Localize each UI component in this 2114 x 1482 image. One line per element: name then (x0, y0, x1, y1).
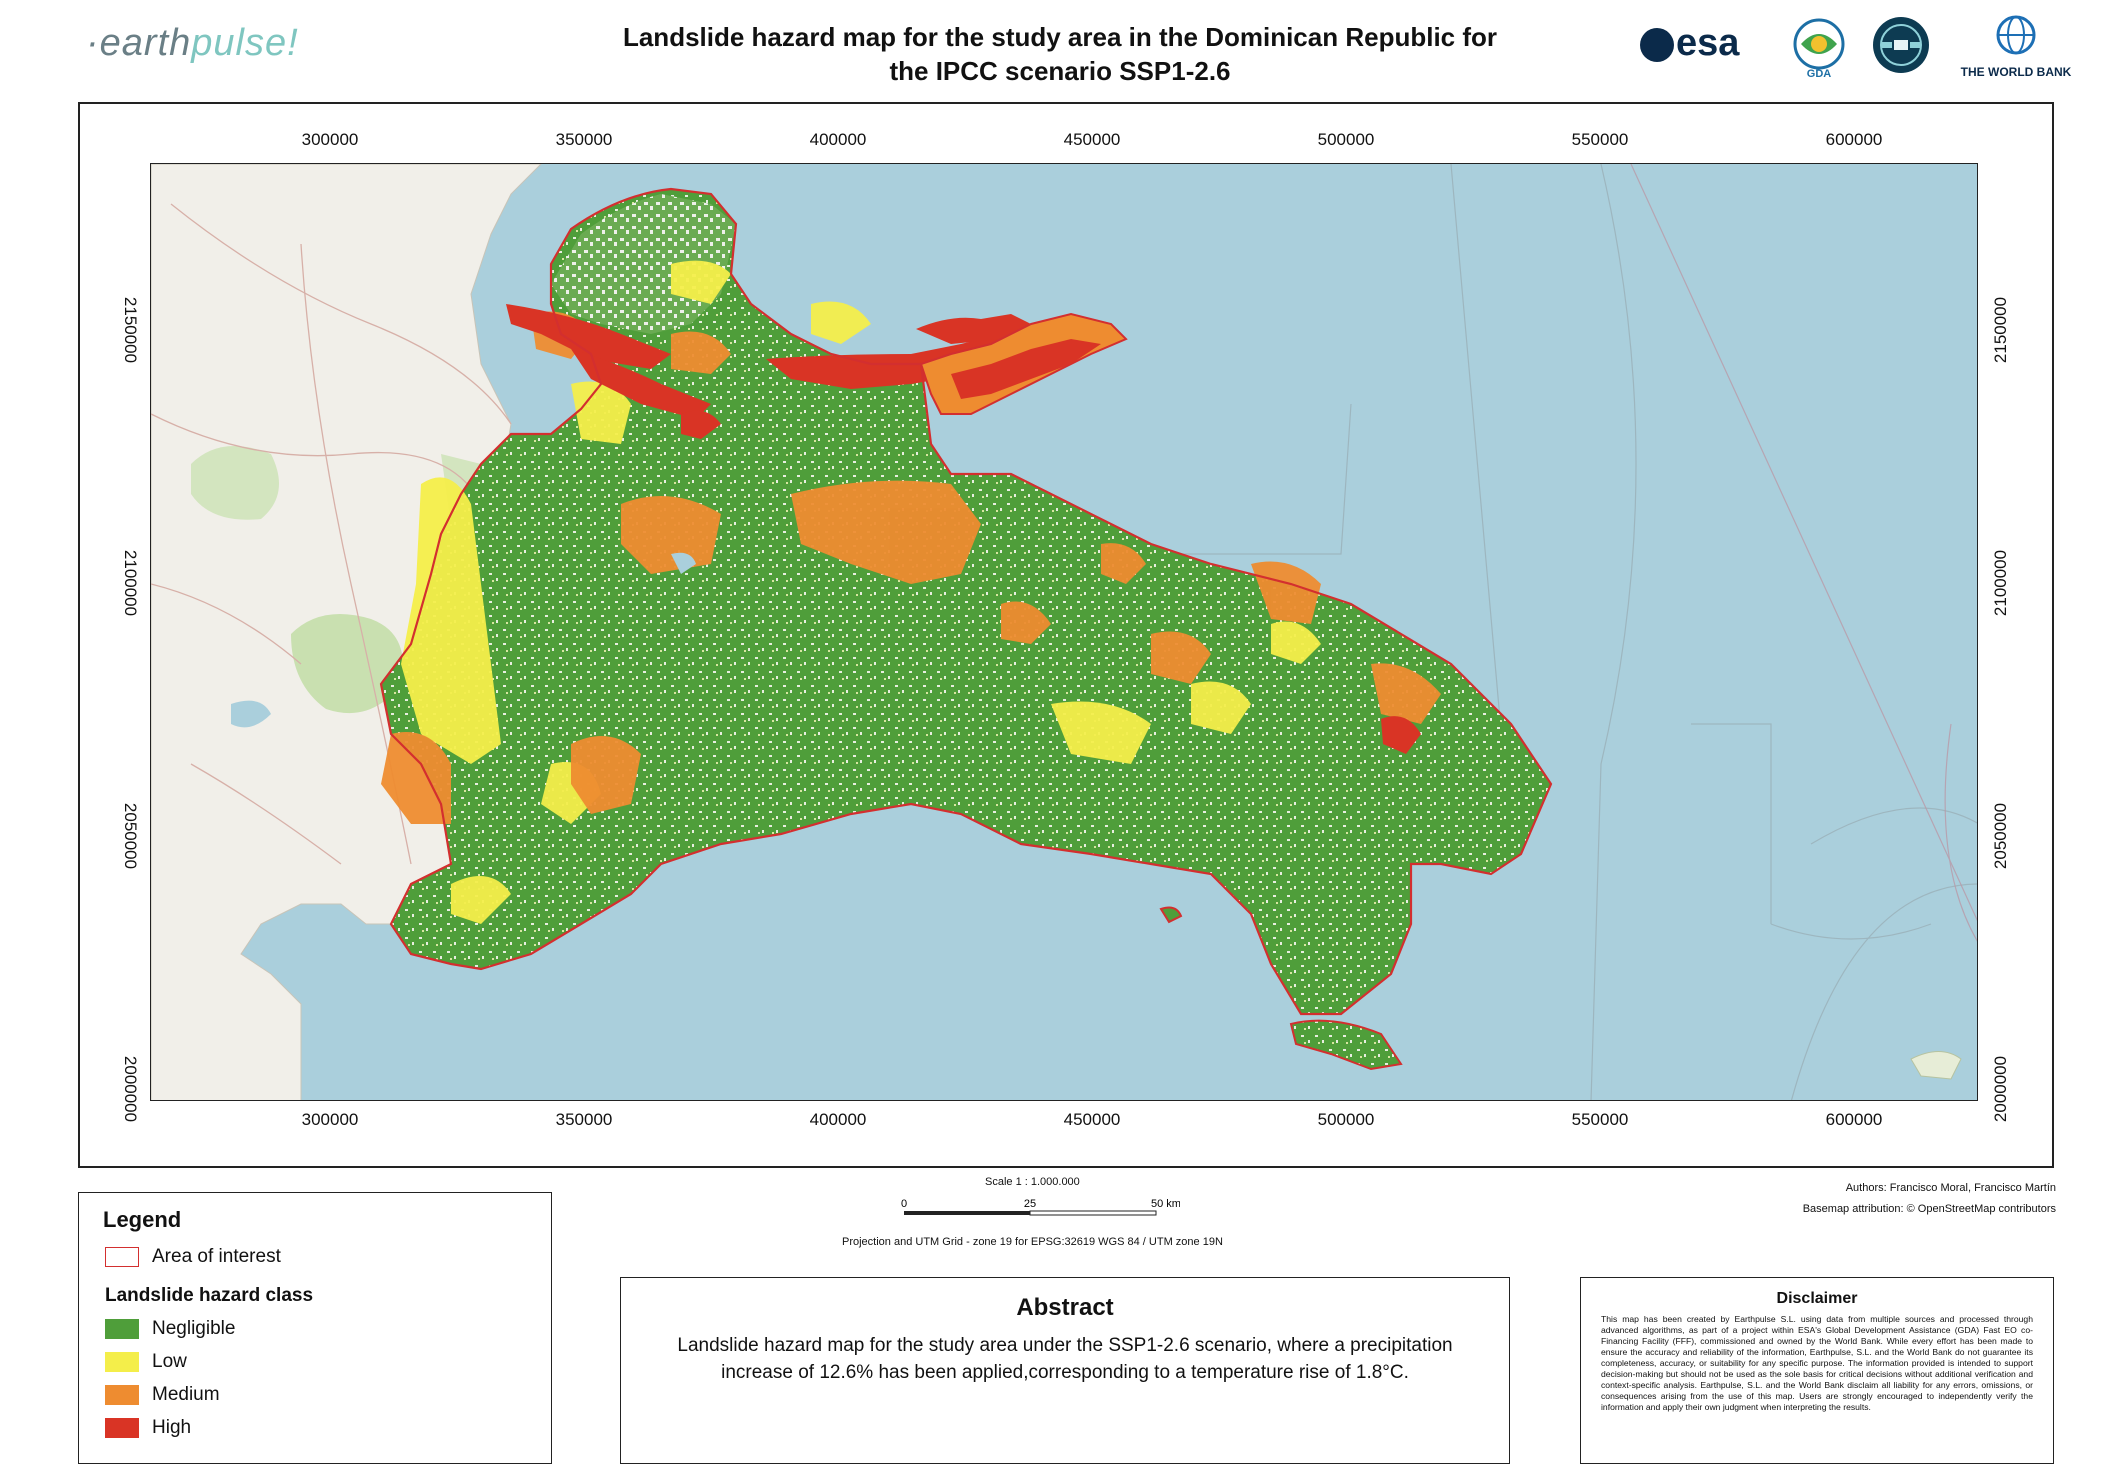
legend-item-negligible: Negligible (105, 1318, 235, 1340)
y-tick-label-left: 2150000 (121, 296, 140, 364)
map-title-line1: Landslide hazard map for the study area … (622, 22, 1498, 52)
inland-lake (671, 552, 696, 574)
y-tick-label-right: 2150000 (1991, 296, 2010, 364)
basemap-attribution: Basemap attribution: © OpenStreetMap con… (1802, 1203, 2056, 1215)
brand-prefix: ·earth (86, 22, 192, 64)
legend-item-medium: Medium (105, 1384, 220, 1406)
y-tick-label-right: 2050000 (1991, 802, 2010, 870)
hazard-medium-areas (381, 311, 1441, 824)
shipping-lanes (1630, 164, 1977, 942)
world-bank-globe-icon (1996, 15, 2036, 55)
x-tick-label-top: 600000 (1825, 130, 1883, 149)
hazard-low-areas (401, 260, 1321, 924)
y-tick-label-right: 2100000 (1991, 549, 2010, 617)
y-tick-label-left: 2000000 (121, 1055, 140, 1123)
basemap-lake (231, 700, 271, 728)
scale-segment-dark (904, 1211, 1030, 1215)
gda-logo-text: GDA (1807, 68, 1832, 80)
disclaimer-title: Disclaimer (1776, 1290, 1858, 1307)
esa-logo: esa (1640, 22, 1739, 65)
map-title-line2: the IPCC scenario SSP1-2.6 (889, 56, 1231, 86)
basemap-park (291, 614, 403, 714)
esa-logo-text: esa (1676, 22, 1740, 64)
x-tick-label-bot: 300000 (301, 1110, 359, 1129)
map-legend: Legend Area of interest Landslide hazard… (78, 1192, 552, 1464)
world-bank-logo: THE WORLD BANK (1956, 14, 2076, 86)
aoi-peninsula-east-high (951, 339, 1101, 399)
x-tick-label-bot: 600000 (1825, 1110, 1883, 1129)
y-tick-label-left: 2050000 (121, 802, 140, 870)
scale-label-50: 50 km (1151, 1198, 1180, 1210)
satellite-logo-icon (1873, 17, 1929, 73)
map-title: Landslide hazard map for the study area … (560, 20, 1560, 88)
abstract-box: Abstract Landslide hazard map for the st… (620, 1277, 1510, 1464)
x-tick-label-bot: 550000 (1571, 1110, 1629, 1129)
low-swatch (105, 1352, 139, 1372)
legend-label-medium: Medium (152, 1384, 220, 1405)
x-tick-label-top: 300000 (301, 130, 359, 149)
x-tick-label-top: 350000 (555, 130, 613, 149)
legend-item-low: Low (105, 1351, 187, 1373)
disclaimer-text: This map has been created by Earthpulse … (1601, 1314, 2033, 1412)
legend-title: Legend (103, 1207, 182, 1232)
scale-bar: 0 25 50 km (901, 1198, 1180, 1216)
legend-aoi-label: Area of interest (152, 1246, 281, 1267)
medium-swatch (105, 1385, 139, 1405)
map-canvas[interactable] (150, 163, 1978, 1101)
x-tick-label-top: 400000 (809, 130, 867, 149)
legend-label-low: Low (152, 1351, 187, 1372)
x-tick-label-bot: 400000 (809, 1110, 867, 1129)
maritime-boundaries (1171, 164, 1977, 1100)
abstract-text: Landslide hazard map for the study area … (677, 1335, 1453, 1383)
aoi-swatch (105, 1247, 139, 1267)
esa-dot-icon (1640, 27, 1674, 62)
scale-segment-light (1029, 1210, 1157, 1216)
basemap-park (191, 446, 279, 520)
partner-logos: esa GDA THE WORLD BANK (1630, 14, 2090, 86)
area-of-interest-outline (379, 187, 1553, 1016)
x-tick-label-bot: 450000 (1063, 1110, 1121, 1129)
scale-label-25: 25 (1024, 1198, 1036, 1210)
x-tick-label-top: 500000 (1317, 130, 1375, 149)
y-tick-label-right: 2000000 (1991, 1055, 2010, 1123)
earthpulse-logo: ·earthpulse! (86, 22, 299, 65)
basemap-island-east (1910, 1051, 1962, 1080)
abstract-title: Abstract (1016, 1294, 1114, 1321)
brand-suffix: pulse! (191, 22, 299, 64)
y-tick-label-left: 2100000 (121, 549, 140, 617)
legend-label-high: High (152, 1417, 192, 1438)
aoi-island-small (1159, 906, 1183, 924)
gda-logo-icon: GDA (1793, 18, 1845, 80)
aoi-region-north (551, 194, 736, 334)
hazard-map (151, 164, 1977, 1100)
projection-note: Projection and UTM Grid - zone 19 for EP… (842, 1236, 1223, 1248)
x-tick-label-top: 450000 (1063, 130, 1121, 149)
legend-item-high: High (105, 1417, 191, 1439)
x-tick-label-top: 550000 (1571, 130, 1629, 149)
x-tick-label-bot: 500000 (1317, 1110, 1375, 1129)
aoi-island-south (1289, 1019, 1403, 1071)
world-bank-logo-text: THE WORLD BANK (1960, 65, 2072, 79)
scale-ratio: Scale 1 : 1.000.000 (985, 1176, 1080, 1188)
legend-class-title: Landslide hazard class (105, 1285, 314, 1306)
legend-label-negligible: Negligible (152, 1318, 236, 1339)
disclaimer-box: Disclaimer This map has been created by … (1580, 1277, 2054, 1464)
x-tick-label-bot: 350000 (555, 1110, 613, 1129)
authors-credit: Authors: Francisco Moral, Francisco Mart… (1845, 1182, 2056, 1194)
negligible-swatch (105, 1319, 139, 1339)
legend-item-aoi: Area of interest (105, 1246, 281, 1268)
scale-label-0: 0 (901, 1198, 907, 1210)
map-frame (78, 102, 2054, 1168)
high-swatch (105, 1418, 139, 1438)
